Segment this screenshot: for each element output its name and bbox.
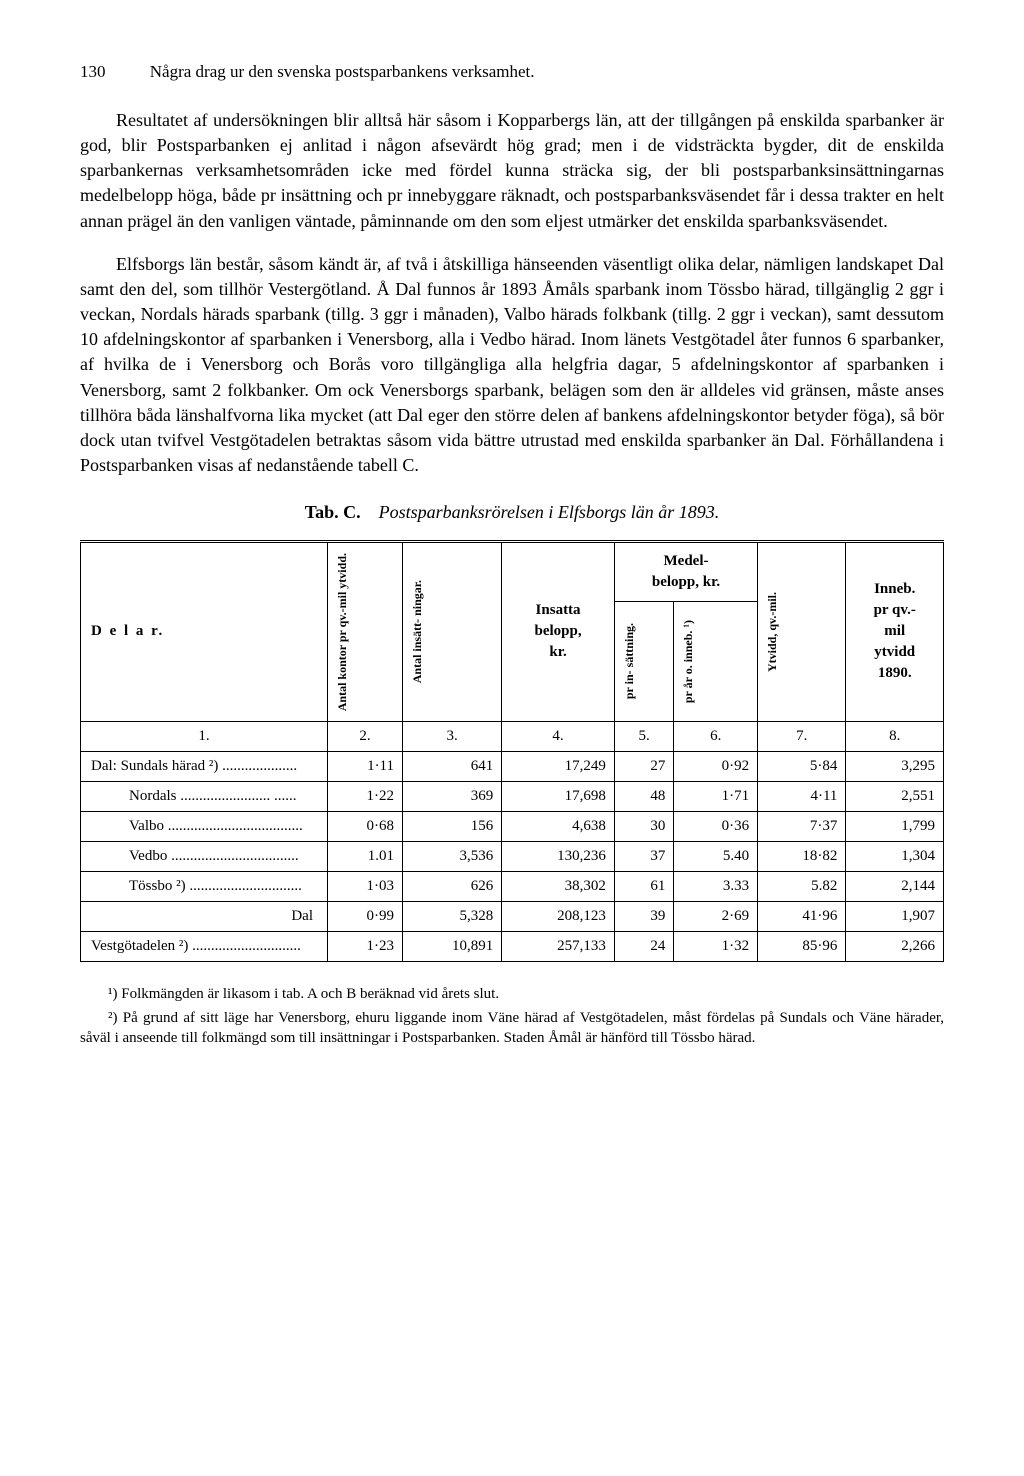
table-desc: Postsparbanksrörelsen i Elfsborgs län år…	[379, 502, 720, 522]
data-table: D e l a r. Antal kontor pr qv.-mil ytvid…	[80, 540, 944, 962]
table-row: Valbo ..................................…	[81, 811, 944, 841]
table-title: Tab. C. Postsparbanksrörelsen i Elfsborg…	[80, 500, 944, 525]
running-title: Några drag ur den svenska postsparbanken…	[150, 62, 535, 81]
page-number: 130	[80, 60, 106, 84]
header-delar: D e l a r.	[81, 541, 328, 721]
header-col2: Antal kontor pr qv.-mil ytvidd.	[328, 541, 403, 721]
paragraph-2: Elfsborgs län består, såsom kändt är, af…	[80, 252, 944, 479]
header-col8: Inneb. pr qv.- mil ytvidd 1890.	[846, 541, 944, 721]
page-header: 130 Några drag ur den svenska postsparba…	[80, 60, 944, 84]
header-col3: Antal insätt- ningar.	[403, 541, 502, 721]
table-row: Nordals ........................ ...... …	[81, 781, 944, 811]
footnote-2: ²) På grund af sitt läge har Venersborg,…	[80, 1008, 944, 1049]
header-medel-group: Medel- belopp, kr.	[614, 541, 757, 601]
paragraph-1: Resultatet af undersökningen blir alltså…	[80, 108, 944, 234]
table-row: Dal: Sundals härad ²) ..................…	[81, 751, 944, 781]
column-number-row: 1. 2. 3. 4. 5. 6. 7. 8.	[81, 721, 944, 751]
footnote-1: ¹) Folkmängden är likasom i tab. A och B…	[80, 984, 944, 1004]
header-col6: pr år o. inneb. ¹)	[674, 601, 758, 721]
header-col7: Ytvidd, qv.-mil.	[758, 541, 846, 721]
table-row: Vestgötadelen ²) .......................…	[81, 931, 944, 961]
header-col4: Insatta belopp, kr.	[502, 541, 615, 721]
footnotes: ¹) Folkmängden är likasom i tab. A och B…	[80, 984, 944, 1049]
table-label: Tab. C.	[305, 502, 361, 522]
header-col5: pr in- sättning.	[614, 601, 674, 721]
table-row: Tössbo ²) ..............................…	[81, 871, 944, 901]
table-subtotal-row: Dal 0·99 5,328 208,123 39 2·69 41·96 1,9…	[81, 901, 944, 931]
table-row: Vedbo ..................................…	[81, 841, 944, 871]
